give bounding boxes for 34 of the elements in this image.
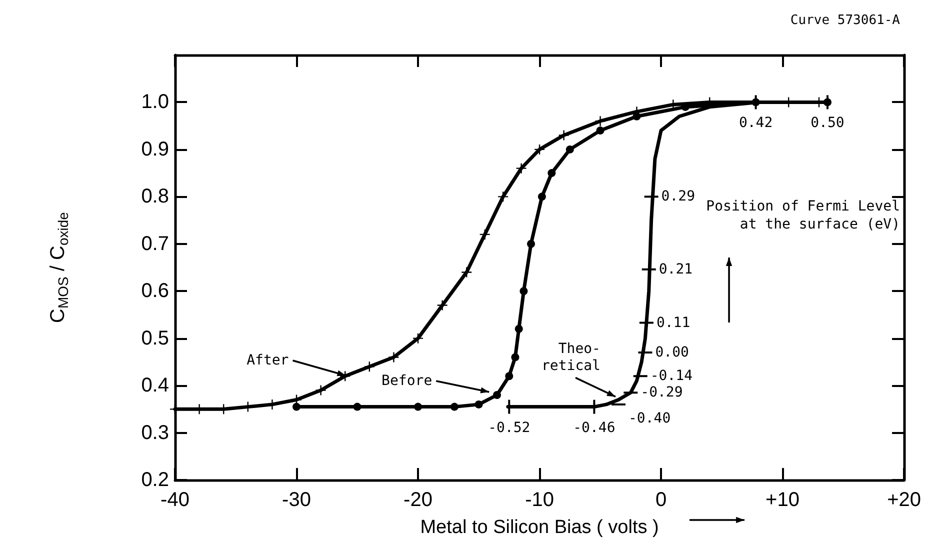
x-tick-label: 0 bbox=[655, 489, 667, 511]
y-tick-label: 0.3 bbox=[141, 422, 169, 444]
annotation: Position of Fermi Level at the surface (eV) bbox=[706, 198, 900, 232]
x-tick-label: +10 bbox=[766, 489, 800, 511]
annotation: 0.50 bbox=[810, 115, 844, 132]
annotation: -0.29 bbox=[640, 384, 683, 401]
x-tick-label: -10 bbox=[525, 489, 554, 511]
y-tick-label: 0.6 bbox=[141, 280, 169, 302]
x-tick-label: -40 bbox=[160, 489, 190, 511]
y-tick-label: 0.5 bbox=[141, 327, 169, 350]
annotation: After bbox=[246, 352, 289, 368]
annotation: 0.21 bbox=[658, 261, 693, 278]
x-axis-title: Metal to Silicon Bias ( volts ) bbox=[420, 517, 659, 538]
x-tick-label: -30 bbox=[282, 489, 311, 511]
annotation: 0.42 bbox=[738, 115, 773, 132]
x-tick-label: +20 bbox=[887, 489, 922, 511]
y-tick-label: 0.9 bbox=[141, 138, 169, 160]
y-tick-label: 1.0 bbox=[141, 91, 169, 114]
y-tick-label: 0.8 bbox=[141, 186, 169, 208]
annotation: Theo- retical bbox=[541, 341, 600, 374]
annotation: 0.00 bbox=[655, 344, 689, 360]
x-tick-label: -20 bbox=[404, 489, 432, 511]
text: Curve 573061-A bbox=[790, 13, 900, 28]
annotation: -0.40 bbox=[628, 410, 671, 426]
annotation: -0.46 bbox=[573, 420, 616, 436]
annotation: -0.14 bbox=[650, 368, 693, 384]
annotation: Before bbox=[382, 373, 432, 389]
y-tick-label: 0.2 bbox=[141, 469, 169, 491]
annotation: 0.11 bbox=[656, 314, 690, 331]
annotation: -0.52 bbox=[488, 420, 530, 436]
annotation: 0.29 bbox=[661, 188, 696, 205]
y-axis-title: CMOS / Coxide bbox=[47, 212, 71, 323]
y-tick-label: 0.4 bbox=[141, 374, 169, 397]
y-tick-label: 0.7 bbox=[141, 232, 169, 255]
